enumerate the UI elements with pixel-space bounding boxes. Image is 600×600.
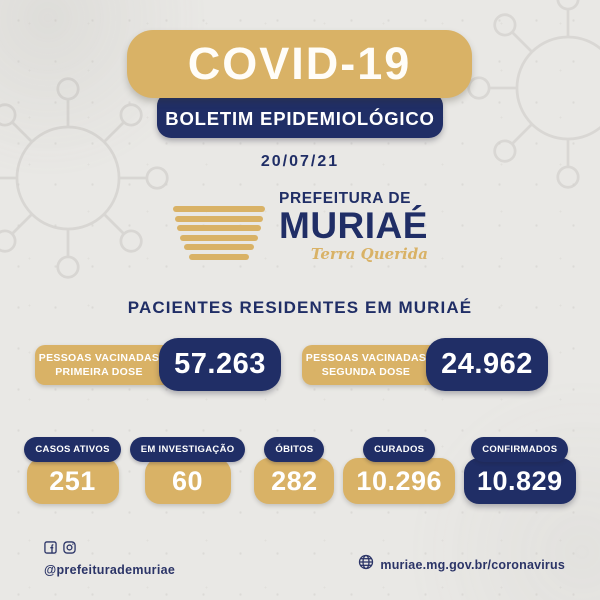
deaths-value: 282 [254,458,335,504]
recovered-card: CURADOS 10.296 [343,437,456,504]
social-icons [44,541,175,559]
vaccinated-first-dose-value: 57.263 [159,338,281,391]
under-investigation-label: EM INVESTIGAÇÃO [129,437,246,462]
muriae-logo-text: PREFEITURA DE MURIAÉ Terra Querida [279,190,428,263]
recovered-value: 10.296 [343,458,456,504]
muriae-logo-mark-icon [172,190,266,263]
social-handle: @prefeiturademuriae [44,563,176,577]
covid-title-banner: COVID-19 [127,30,472,98]
confirmed-card: CONFIRMADOS 10.829 [464,437,576,504]
website-url: muriae.mg.gov.br/coronavirus [380,557,565,572]
bulletin-date: 20/07/21 [260,153,340,170]
label-line: PRIMEIRA DOSE [55,366,143,378]
deaths-card: ÓBITOS 282 [254,437,335,504]
virus-doodle-icon [452,0,600,204]
active-cases-label: CASOS ATIVOS [24,437,121,462]
page-title: COVID-19 [187,38,412,89]
vaccinated-second-dose-value: 24.962 [426,338,548,391]
footer-website: muriae.mg.gov.br/coronavirus [358,554,565,575]
section-title: PACIENTES RESIDENTES EM MURIAÉ [127,298,473,317]
virus-doodle-icon [0,62,184,294]
instagram-icon [63,541,76,559]
vaccination-stats-row: PESSOAS VACINADAS PRIMEIRA DOSE 57.263 P… [35,338,548,394]
footer-social: @prefeiturademuriae [44,541,175,577]
page-subtitle: BOLETIM EPIDEMIOLÓGICO [165,108,435,129]
bulletin-subtitle-banner: BOLETIM EPIDEMIOLÓGICO [157,92,443,138]
label-line: PESSOAS VACINADAS [305,351,427,364]
muriae-logo: PREFEITURA DE MURIAÉ Terra Querida [0,190,600,263]
confirmed-label: CONFIRMADOS [471,437,569,462]
facebook-icon [44,541,57,559]
vaccinated-first-dose-card: PESSOAS VACINADAS PRIMEIRA DOSE 57.263 [35,338,281,394]
logo-org-line1: PREFEITURA DE [279,190,412,207]
logo-tagline: Terra Querida [310,245,428,264]
logo-org-line2: MURIAÉ [279,205,428,246]
globe-icon [358,554,374,575]
deaths-label: ÓBITOS [264,437,325,462]
case-stats-row: CASOS ATIVOS 251 EM INVESTIGAÇÃO 60 ÓBIT… [0,437,600,504]
vaccinated-second-dose-card: PESSOAS VACINADAS SEGUNDA DOSE 24.962 [302,338,548,394]
active-cases-value: 251 [26,458,119,504]
active-cases-card: CASOS ATIVOS 251 [24,437,121,504]
label-line: PESSOAS VACINADAS [38,351,160,364]
under-investigation-value: 60 [144,458,231,504]
recovered-label: CURADOS [363,437,436,462]
label-line: SEGUNDA DOSE [321,366,411,378]
confirmed-value: 10.829 [464,458,576,504]
under-investigation-card: EM INVESTIGAÇÃO 60 [129,437,246,504]
